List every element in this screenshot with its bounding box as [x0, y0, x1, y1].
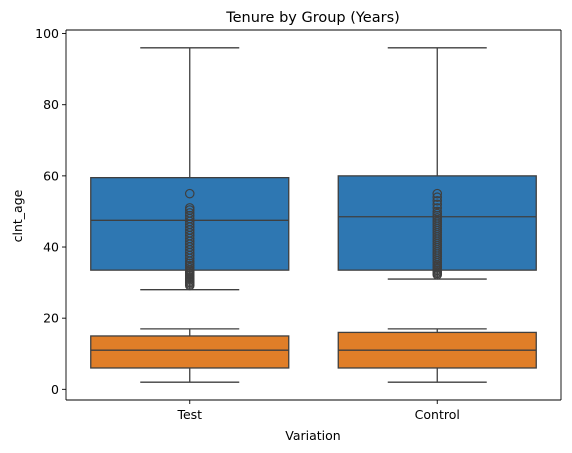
- outlier-control-series-0: [432, 195, 443, 206]
- y-tick-label: 100: [35, 26, 59, 41]
- chart-title: Tenure by Group (Years): [225, 10, 400, 26]
- y-tick-label: 20: [43, 311, 59, 326]
- x-axis-label: Variation: [285, 428, 340, 443]
- box-test-series-0: [90, 176, 290, 271]
- y-axis-label: clnt_age: [10, 189, 25, 242]
- outlier-control-series-0: [432, 203, 443, 213]
- outlier-test-series-0: [184, 188, 195, 199]
- box-test-series-1: [90, 335, 290, 369]
- outlier-control-series-0: [432, 199, 443, 210]
- outlier-test-series-0: [184, 203, 195, 213]
- x-tick-label-test: Test: [176, 407, 202, 422]
- outlier-control-series-0: [432, 192, 443, 203]
- y-tick-label: 40: [43, 240, 59, 255]
- y-tick-label: 60: [43, 168, 59, 183]
- y-tick-label: 0: [51, 382, 59, 397]
- outlier-control-series-0: [432, 206, 443, 217]
- outlier-test-series-0: [184, 208, 195, 218]
- x-tick-label-control: Control: [415, 407, 460, 422]
- plot-area: 0 20 40 60 80 100 Test Control: [35, 26, 562, 422]
- y-tick-label: 80: [43, 97, 59, 112]
- outlier-control-series-0: [432, 188, 443, 199]
